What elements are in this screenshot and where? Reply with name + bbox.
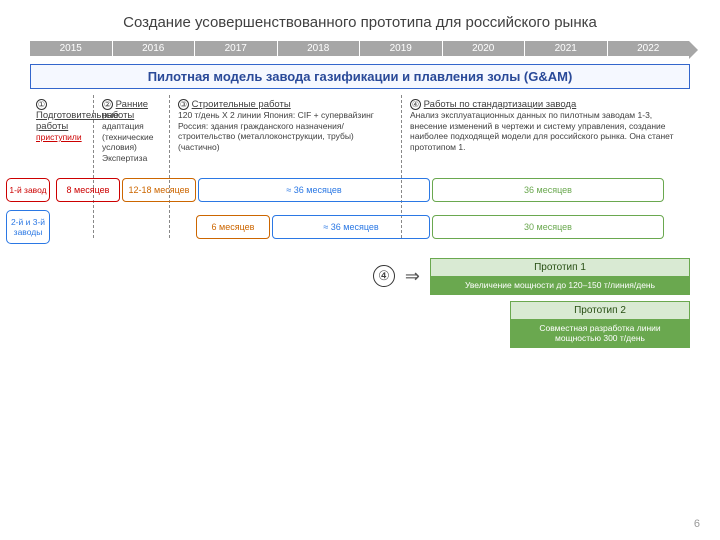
gantt-chart: 1-й завод 8 месяцев12-18 месяцев≈ 36 мес… bbox=[6, 178, 714, 244]
row-2-label: 2-й и 3-й заводы bbox=[6, 210, 50, 244]
gantt-bar: 8 месяцев bbox=[56, 178, 120, 202]
phase-2: ② Ранние работы адаптация (технические у… bbox=[96, 95, 170, 168]
phases-row: ① Подготовительные работы приступили ② Р… bbox=[30, 95, 690, 168]
phase-4-body: Анализ эксплуатационных данных по пилотн… bbox=[410, 110, 684, 153]
year-2018: 2018 bbox=[278, 41, 361, 56]
phase-3-body: 120 т/день X 2 линии Япония: CIF + супер… bbox=[178, 110, 396, 153]
gantt-row-1: 1-й завод 8 месяцев12-18 месяцев≈ 36 мес… bbox=[6, 178, 714, 202]
year-2021: 2021 bbox=[525, 41, 608, 56]
prototype-2-row: Прототип 2 Совместная разработка линии м… bbox=[30, 301, 690, 348]
gantt-bar: 36 месяцев bbox=[432, 178, 664, 202]
phase-4-num: ④ bbox=[410, 99, 421, 110]
year-2022: 2022 bbox=[608, 41, 691, 56]
phase-4-title: Работы по стандартизации завода bbox=[424, 99, 577, 110]
prototype-symbol: ④ bbox=[373, 265, 395, 287]
prototype-section: ④ ⇒ Прототип 1 Увеличение мощности до 12… bbox=[30, 258, 690, 348]
prototype-1-row: ④ ⇒ Прототип 1 Увеличение мощности до 12… bbox=[30, 258, 690, 295]
pilot-banner: Пилотная модель завода газификации и пла… bbox=[30, 64, 690, 89]
gantt-bar: 12-18 месяцев bbox=[122, 178, 196, 202]
gantt-bar: 30 месяцев bbox=[432, 215, 664, 239]
arrow-icon: ⇒ bbox=[405, 266, 420, 287]
row-1-label: 1-й завод bbox=[6, 178, 50, 202]
phase-1: ① Подготовительные работы приступили bbox=[30, 95, 94, 168]
prototype-1-head: Прототип 1 bbox=[431, 259, 689, 276]
year-2020: 2020 bbox=[443, 41, 526, 56]
phase-3-title: Строительные работы bbox=[192, 99, 291, 110]
prototype-1-body: Увеличение мощности до 120–150 т/линия/д… bbox=[431, 276, 689, 294]
gantt-bar: ≈ 36 месяцев bbox=[198, 178, 430, 202]
phase-2-num: ② bbox=[102, 99, 113, 110]
phase-3: ③ Строительные работы 120 т/день X 2 лин… bbox=[172, 95, 402, 168]
phase-4: ④ Работы по стандартизации завода Анализ… bbox=[404, 95, 690, 168]
prototype-2-body: Совместная разработка линии мощностью 30… bbox=[511, 319, 689, 347]
gantt-row-2: 2-й и 3-й заводы 6 месяцев≈ 36 месяцев30… bbox=[6, 210, 714, 244]
year-2017: 2017 bbox=[195, 41, 278, 56]
phase-1-note: приступили bbox=[36, 132, 88, 142]
year-2015: 2015 bbox=[30, 41, 113, 56]
phase-3-num: ③ bbox=[178, 99, 189, 110]
timeline: 20152016201720182019202020212022 bbox=[30, 41, 690, 56]
timeline-arrow-icon bbox=[689, 41, 698, 59]
prototype-1-box: Прототип 1 Увеличение мощности до 120–15… bbox=[430, 258, 690, 295]
page-number: 6 bbox=[694, 518, 700, 530]
year-2019: 2019 bbox=[360, 41, 443, 56]
page-title: Создание усовершенствованного прототипа … bbox=[0, 0, 720, 41]
gantt-bar: ≈ 36 месяцев bbox=[272, 215, 430, 239]
prototype-2-box: Прототип 2 Совместная разработка линии м… bbox=[510, 301, 690, 348]
prototype-2-head: Прототип 2 bbox=[511, 302, 689, 319]
year-2016: 2016 bbox=[113, 41, 196, 56]
gantt-bar: 6 месяцев bbox=[196, 215, 270, 239]
phase-2-body: адаптация (технические условия) Эксперти… bbox=[102, 121, 164, 164]
phase-1-num: ① bbox=[36, 99, 47, 110]
